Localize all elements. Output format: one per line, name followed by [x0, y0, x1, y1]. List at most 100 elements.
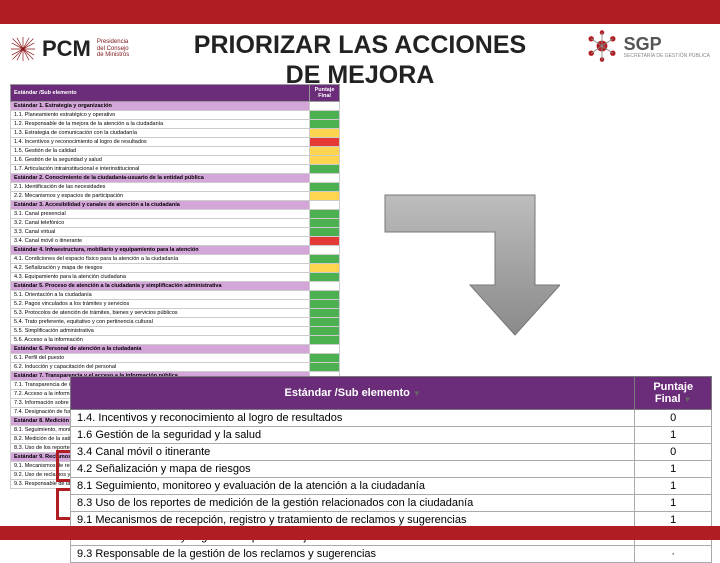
main-header-label: Estándar /Sub elemento ▼	[71, 377, 635, 410]
pcm-text: PCM	[42, 36, 91, 62]
main-header-label-text: Estándar /Sub elemento	[285, 387, 410, 399]
dropdown-icon[interactable]: ▼	[413, 389, 421, 398]
mini-row-score	[310, 354, 340, 363]
table-row: 8.3 Uso de los reportes de medición de l…	[71, 495, 712, 512]
mini-row-score	[310, 120, 340, 129]
mini-row-score	[310, 318, 340, 327]
mini-row-score	[310, 138, 340, 147]
table-row: 1.6 Gestión de la seguridad y la salud1	[71, 427, 712, 444]
mini-section-label: Estándar 2. Conocimiento de la ciudadaní…	[11, 174, 310, 183]
mini-row-label: 3.3. Canal virtual	[11, 228, 310, 237]
mini-row-label: 1.7. Articulación intrainstitucional e i…	[11, 165, 310, 174]
sgp-icon	[584, 28, 620, 64]
mini-row-score	[310, 264, 340, 273]
page-title: PRIORIZAR LAS ACCIONES DE MEJORA	[180, 30, 540, 90]
mini-row-label: 1.2. Responsable de la mejora de la aten…	[11, 120, 310, 129]
mini-row-label: 5.1. Orientación a la ciudadanía	[11, 291, 310, 300]
mini-row-score	[310, 165, 340, 174]
main-row-label: 4.2 Señalización y mapa de riesgos	[71, 461, 635, 478]
group-bracket-2	[56, 488, 70, 520]
main-row-label: 8.3 Uso de los reportes de medición de l…	[71, 495, 635, 512]
mini-row-score	[310, 111, 340, 120]
dropdown-icon[interactable]: ▼	[684, 395, 692, 404]
mini-row-score	[310, 246, 340, 255]
mini-row-score	[310, 219, 340, 228]
table-row: 1.4. Incentivos y reconocimiento al logr…	[71, 410, 712, 427]
flow-arrow	[380, 190, 560, 340]
mini-row-score	[310, 327, 340, 336]
main-row-score: ·	[635, 546, 712, 563]
mini-section-label: Estándar 5. Proceso de atención a la ciu…	[11, 282, 310, 291]
mini-row-label: 1.1. Planeamiento estratégico y operativ…	[11, 111, 310, 120]
mini-row-label: 3.2. Canal telefónico	[11, 219, 310, 228]
mini-section-label: Estándar 6. Personal de atención a la ci…	[11, 345, 310, 354]
mini-row-label: 6.1. Perfil del puesto	[11, 354, 310, 363]
mini-row-label: 4.2. Señalización y mapa de riesgos	[11, 264, 310, 273]
top-bar	[0, 0, 720, 24]
mini-row-score	[310, 273, 340, 282]
mini-row-score	[310, 300, 340, 309]
main-row-score: 0	[635, 410, 712, 427]
mini-row-score	[310, 363, 340, 372]
mini-row-score	[310, 291, 340, 300]
mini-row-score	[310, 309, 340, 318]
main-row-score: 1	[635, 461, 712, 478]
main-header-score: Puntaje Final ▼	[635, 377, 712, 410]
mini-row-score	[310, 255, 340, 264]
main-row-label: 1.4. Incentivos y reconocimiento al logr…	[71, 410, 635, 427]
table-row: 8.1 Seguimiento, monitoreo y evaluación …	[71, 478, 712, 495]
mini-section-label: Estándar 3. Accesibilidad y canales de a…	[11, 201, 310, 210]
mini-section-label: Estándar 4. Infraestructura, mobiliario …	[11, 246, 310, 255]
mini-row-score	[310, 183, 340, 192]
mini-row-score	[310, 102, 340, 111]
mini-row-score	[310, 147, 340, 156]
pcm-icon	[10, 36, 36, 62]
mini-row-score	[310, 345, 340, 354]
mini-row-score	[310, 282, 340, 291]
mini-row-score	[310, 201, 340, 210]
mini-row-label: 1.6. Gestión de la seguridad y salud	[11, 156, 310, 165]
main-row-score: 1	[635, 427, 712, 444]
mini-row-label: 5.3. Protocolos de atención de trámites,…	[11, 309, 310, 318]
mini-row-label: 4.3. Equipamiento para la atención ciuda…	[11, 273, 310, 282]
main-row-score: 1	[635, 495, 712, 512]
main-row-label: 1.6 Gestión de la seguridad y la salud	[71, 427, 635, 444]
table-row: 9.3 Responsable de la gestión de los rec…	[71, 546, 712, 563]
mini-row-label: 5.2. Pagos vinculados a los trámites y s…	[11, 300, 310, 309]
main-row-score: 1	[635, 478, 712, 495]
mini-row-label: 3.1. Canal presencial	[11, 210, 310, 219]
mini-row-label: 1.4. Incentivos y reconocimiento al logr…	[11, 138, 310, 147]
table-row: 3.4 Canal móvil o itinerante0	[71, 444, 712, 461]
mini-row-label: 2.2. Mecanismos y espacios de participac…	[11, 192, 310, 201]
mini-row-label: 6.2. Inducción y capacitación del person…	[11, 363, 310, 372]
mini-row-label: 5.5. Simplificación administrativa	[11, 327, 310, 336]
main-row-score: 0	[635, 444, 712, 461]
main-row-label: 9.3 Responsable de la gestión de los rec…	[71, 546, 635, 563]
mini-row-score	[310, 336, 340, 345]
mini-row-score	[310, 156, 340, 165]
logo-pcm: PCM Presidencia del Consejo de Ministros	[10, 36, 129, 62]
mini-row-label: 5.4. Trato preferente, equitativo y con …	[11, 318, 310, 327]
pcm-subtitle: Presidencia del Consejo de Ministros	[97, 39, 129, 59]
mini-row-label: 1.3. Estrategia de comunicación con la c…	[11, 129, 310, 138]
mini-row-label: 5.6. Acceso a la información	[11, 336, 310, 345]
mini-row-label: 4.1. Condiciones del espacio físico para…	[11, 255, 310, 264]
group-bracket-1	[56, 450, 70, 482]
main-row-label: 8.1 Seguimiento, monitoreo y evaluación …	[71, 478, 635, 495]
sgp-text: SGP	[624, 34, 710, 55]
mini-section-label: Estándar 1. Estrategia y organización	[11, 102, 310, 111]
mini-row-score	[310, 192, 340, 201]
mini-row-score	[310, 237, 340, 246]
mini-header-label: Estándar /Sub elemento	[11, 85, 310, 102]
bottom-bar	[0, 526, 720, 540]
logo-sgp: SGP SECRETARÍA DE GESTIÓN PÚBLICA	[584, 28, 710, 64]
main-row-label: 3.4 Canal móvil o itinerante	[71, 444, 635, 461]
mini-row-score	[310, 210, 340, 219]
mini-row-label: 3.4. Canal móvil o itinerante	[11, 237, 310, 246]
sgp-subtitle: SECRETARÍA DE GESTIÓN PÚBLICA	[624, 53, 710, 59]
mini-row-score	[310, 129, 340, 138]
mini-row-label: 2.1. Identificación de las necesidades	[11, 183, 310, 192]
mini-row-score	[310, 174, 340, 183]
mini-row-label: 1.5. Gestión de la calidad	[11, 147, 310, 156]
mini-row-score	[310, 228, 340, 237]
